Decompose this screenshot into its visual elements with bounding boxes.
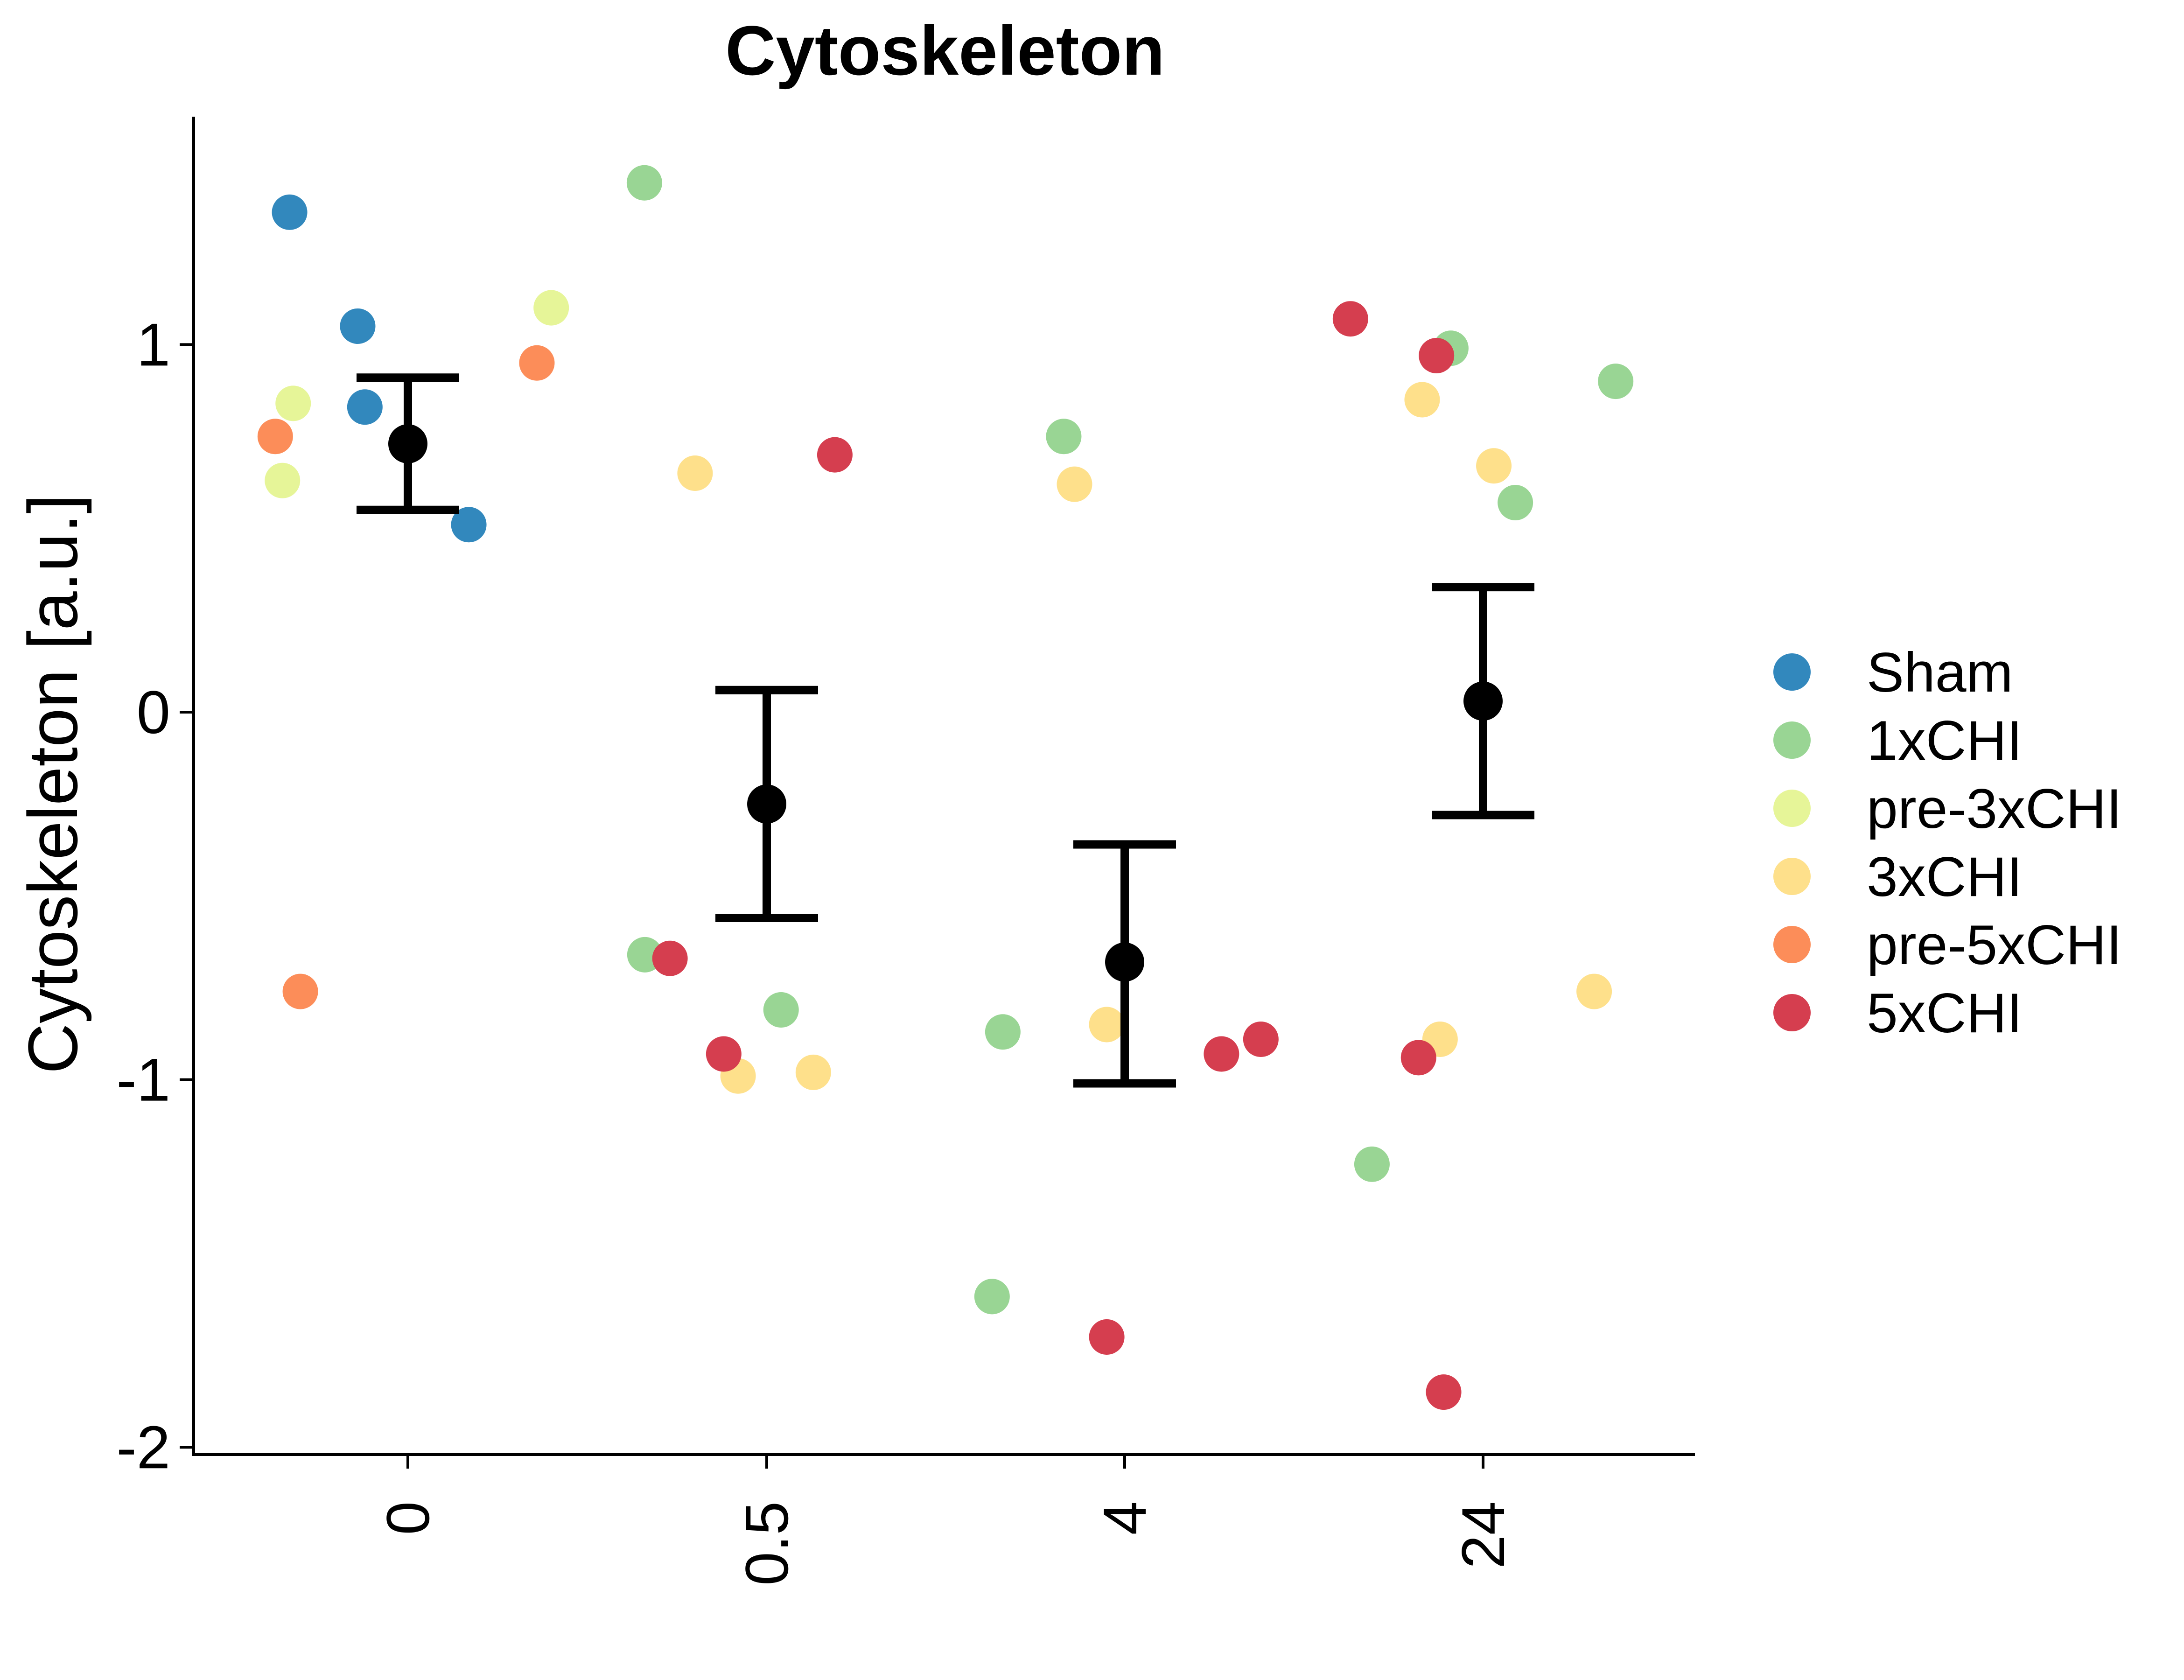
data-point — [519, 345, 555, 381]
mean-point — [1463, 681, 1503, 721]
points-layer — [257, 165, 1634, 1410]
legend-key — [1773, 721, 1811, 759]
summary-layer — [357, 373, 1534, 1088]
data-point — [1419, 337, 1455, 373]
x-tick-label: 0.5 — [733, 1501, 801, 1586]
data-point — [1598, 364, 1634, 399]
legend-label: 3xCHI — [1867, 846, 2022, 908]
y-tick-label: 1 — [137, 310, 170, 378]
legend-key — [1773, 790, 1811, 827]
data-point — [533, 290, 569, 326]
x-tick-label: 4 — [1091, 1501, 1159, 1535]
legend-label: 5xCHI — [1867, 982, 2022, 1044]
data-point — [1354, 1146, 1390, 1182]
data-point — [1404, 382, 1440, 418]
data-point — [1089, 1007, 1125, 1043]
chart-title: Cytoskeleton — [725, 11, 1165, 90]
mean-point — [747, 784, 786, 824]
data-point — [272, 194, 308, 230]
data-point — [1089, 1319, 1125, 1355]
y-tick-label: -1 — [116, 1046, 170, 1114]
data-point — [706, 1036, 742, 1072]
x-tick-label: 0 — [374, 1501, 442, 1535]
data-point — [1400, 1040, 1436, 1076]
data-point — [1204, 1036, 1239, 1072]
mean-point — [1105, 942, 1144, 982]
data-point — [677, 455, 713, 491]
data-point — [1476, 448, 1512, 484]
data-point — [817, 437, 853, 473]
data-point — [347, 389, 383, 425]
data-point — [265, 462, 301, 498]
legend-label: pre-5xCHI — [1867, 914, 2122, 976]
data-point — [652, 940, 688, 976]
mean-point — [388, 424, 427, 463]
y-ticks: -2 -1 0 1 — [116, 310, 194, 1481]
data-point — [974, 1279, 1010, 1315]
x-ticks: 0 0.5 4 24 — [374, 1455, 1517, 1586]
data-point — [795, 1054, 831, 1090]
data-point — [985, 1014, 1021, 1050]
data-point — [1057, 466, 1092, 502]
legend-key — [1773, 858, 1811, 895]
legend-label: Sham — [1867, 641, 2013, 704]
data-point — [1576, 973, 1612, 1009]
y-tick-label: 0 — [137, 678, 170, 746]
data-point — [257, 419, 293, 455]
data-point — [1332, 301, 1368, 337]
legend-label: 1xCHI — [1867, 709, 2022, 772]
data-point — [275, 385, 311, 421]
data-point — [1046, 419, 1082, 455]
y-tick-label: -2 — [116, 1413, 170, 1481]
data-point — [1426, 1374, 1462, 1410]
data-point — [1243, 1021, 1279, 1057]
data-point — [763, 992, 799, 1028]
legend-key — [1773, 653, 1811, 691]
x-tick-label: 24 — [1449, 1501, 1517, 1569]
data-point — [626, 165, 662, 201]
data-point — [340, 308, 376, 344]
data-point — [451, 507, 487, 543]
y-axis-label: Cytoskeleton [a.u.] — [14, 494, 92, 1074]
data-point — [1498, 485, 1533, 521]
legend-key — [1773, 926, 1811, 963]
legend-label: pre-3xCHI — [1867, 777, 2122, 840]
legend-key — [1773, 994, 1811, 1031]
data-point — [282, 973, 318, 1009]
